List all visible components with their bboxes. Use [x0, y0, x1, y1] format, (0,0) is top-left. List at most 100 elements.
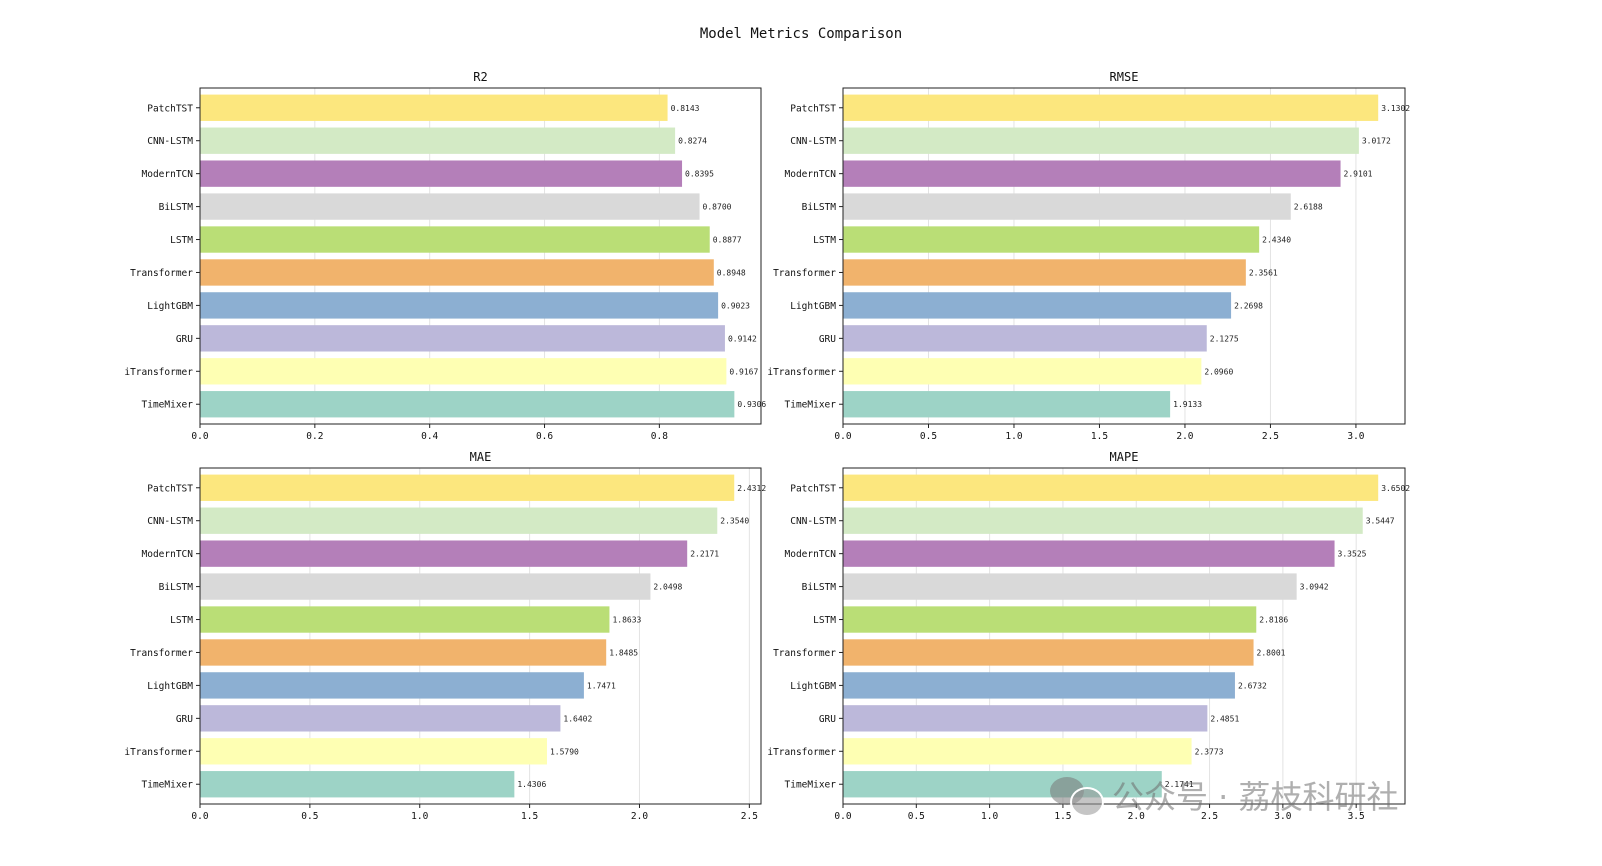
category-label-rmse-lightgbm: LightGBM: [790, 301, 836, 312]
bar-mape-bilstm: [843, 573, 1297, 600]
xtick-label-rmse-5: 2.5: [1262, 431, 1279, 442]
category-label-r2-moderntcn: ModernTCN: [142, 169, 194, 180]
category-label-mae-patchtst: PatchTST: [147, 483, 193, 494]
value-label-mape-gru: 2.4851: [1210, 714, 1239, 723]
value-label-rmse-transformer: 2.3561: [1249, 268, 1278, 277]
xtick-label-r2-2: 0.4: [421, 431, 438, 442]
category-label-rmse-timemixer: TimeMixer: [785, 400, 837, 411]
bar-mae-moderntcn: [200, 540, 688, 567]
value-label-rmse-lstm: 2.4340: [1262, 236, 1291, 245]
bar-mae-itransformer: [200, 738, 547, 765]
value-label-mae-gru: 1.6402: [563, 714, 592, 723]
category-label-r2-lstm: LSTM: [170, 235, 193, 246]
category-label-r2-itransformer: iTransformer: [124, 367, 193, 378]
bar-rmse-cnn-lstm: [843, 127, 1359, 154]
bar-rmse-bilstm: [843, 193, 1291, 220]
bar-r2-cnn-lstm: [200, 127, 676, 154]
category-label-rmse-patchtst: PatchTST: [790, 103, 836, 114]
value-label-r2-transformer: 0.8948: [717, 268, 746, 277]
value-label-r2-gru: 0.9142: [728, 334, 757, 343]
subplot-title-mae: MAE: [470, 450, 492, 464]
watermark-text: 公众号 · 荔枝科研社: [1112, 778, 1399, 816]
value-label-mape-cnn-lstm: 3.5447: [1366, 517, 1395, 526]
value-label-mape-transformer: 2.8001: [1257, 648, 1286, 657]
bar-rmse-lightgbm: [843, 292, 1232, 319]
bar-r2-timemixer: [200, 391, 735, 418]
bar-mae-cnn-lstm: [200, 507, 718, 534]
bar-mape-transformer: [843, 639, 1254, 666]
bar-mape-itransformer: [843, 738, 1192, 765]
subplot-r2: R2 0.8143 PatchTST 0.8274 CNN-LSTM 0.8395 Mode…: [124, 70, 766, 442]
category-label-rmse-itransformer: iTransformer: [767, 367, 836, 378]
value-label-mae-itransformer: 1.5790: [550, 747, 579, 756]
category-label-mape-lstm: LSTM: [813, 615, 836, 626]
value-label-r2-bilstm: 0.8700: [703, 203, 732, 212]
subplot-title-rmse: RMSE: [1110, 70, 1139, 84]
category-label-r2-bilstm: BiLSTM: [159, 202, 194, 213]
category-label-mape-transformer: Transformer: [773, 648, 836, 659]
category-label-mape-cnn-lstm: CNN-LSTM: [790, 516, 836, 527]
value-label-mae-lstm: 1.8633: [612, 616, 641, 625]
subplot-title-mape: MAPE: [1110, 450, 1139, 464]
category-label-r2-patchtst: PatchTST: [147, 103, 193, 114]
wechat-icon: [1050, 775, 1104, 817]
value-label-rmse-timemixer: 1.9133: [1173, 400, 1202, 409]
xtick-label-mape-4: 2.0: [1128, 811, 1145, 822]
category-label-mape-timemixer: TimeMixer: [785, 780, 837, 791]
value-label-r2-lstm: 0.8877: [713, 236, 742, 245]
category-label-rmse-cnn-lstm: CNN-LSTM: [790, 136, 836, 147]
bar-mae-lstm: [200, 606, 610, 633]
category-label-rmse-moderntcn: ModernTCN: [785, 169, 837, 180]
bar-r2-gru: [200, 325, 725, 352]
category-label-rmse-lstm: LSTM: [813, 235, 836, 246]
category-label-mape-moderntcn: ModernTCN: [785, 549, 837, 560]
value-label-rmse-patchtst: 3.1302: [1381, 104, 1410, 113]
bar-rmse-itransformer: [843, 358, 1202, 385]
xtick-label-rmse-1: 0.5: [920, 431, 937, 442]
bar-rmse-gru: [843, 325, 1207, 352]
value-label-mae-lightgbm: 1.7471: [587, 681, 616, 690]
xtick-label-mae-5: 2.5: [741, 811, 758, 822]
subplot-rmse: RMSE 3.1302 PatchTST 3.0172 CNN-LSTM 2.9101 Mo…: [767, 70, 1410, 442]
xtick-label-mae-2: 1.0: [411, 811, 428, 822]
category-label-r2-lightgbm: LightGBM: [147, 301, 193, 312]
bar-mae-lightgbm: [200, 672, 584, 699]
category-label-r2-timemixer: TimeMixer: [142, 400, 194, 411]
value-label-mape-lstm: 2.8186: [1259, 616, 1288, 625]
xtick-label-rmse-3: 1.5: [1091, 431, 1108, 442]
bar-mape-timemixer: [843, 771, 1162, 798]
bar-r2-patchtst: [200, 94, 668, 121]
value-label-r2-cnn-lstm: 0.8274: [678, 137, 707, 146]
value-label-r2-timemixer: 0.9306: [737, 400, 766, 409]
category-label-mape-itransformer: iTransformer: [767, 747, 836, 758]
category-label-rmse-gru: GRU: [819, 334, 836, 345]
value-label-rmse-bilstm: 2.6188: [1294, 203, 1323, 212]
bar-mae-bilstm: [200, 573, 651, 600]
bar-mae-patchtst: [200, 474, 735, 501]
value-label-rmse-gru: 2.1275: [1210, 334, 1239, 343]
xtick-label-r2-0: 0.0: [191, 431, 208, 442]
category-label-mape-bilstm: BiLSTM: [802, 582, 837, 593]
axes-frame-rmse: [842, 87, 1406, 425]
xtick-label-mape-6: 3.0: [1274, 811, 1291, 822]
axes-frame-mape: [842, 467, 1406, 805]
category-label-mae-lstm: LSTM: [170, 615, 193, 626]
xtick-label-mae-0: 0.0: [191, 811, 208, 822]
xtick-label-mape-0: 0.0: [834, 811, 851, 822]
xtick-label-rmse-4: 2.0: [1176, 431, 1193, 442]
value-label-mae-cnn-lstm: 2.3540: [720, 517, 749, 526]
value-label-mape-patchtst: 3.6502: [1381, 484, 1410, 493]
bar-mae-transformer: [200, 639, 607, 666]
bar-r2-itransformer: [200, 358, 727, 385]
bar-r2-lightgbm: [200, 292, 719, 319]
bar-rmse-transformer: [843, 259, 1246, 286]
value-label-r2-lightgbm: 0.9023: [721, 301, 750, 310]
xtick-label-r2-4: 0.8: [651, 431, 668, 442]
value-label-r2-moderntcn: 0.8395: [685, 170, 714, 179]
bar-mae-gru: [200, 705, 561, 732]
category-label-mae-timemixer: TimeMixer: [142, 780, 194, 791]
xtick-label-mape-5: 2.5: [1201, 811, 1218, 822]
xtick-label-r2-3: 0.6: [536, 431, 553, 442]
bar-rmse-lstm: [843, 226, 1260, 253]
